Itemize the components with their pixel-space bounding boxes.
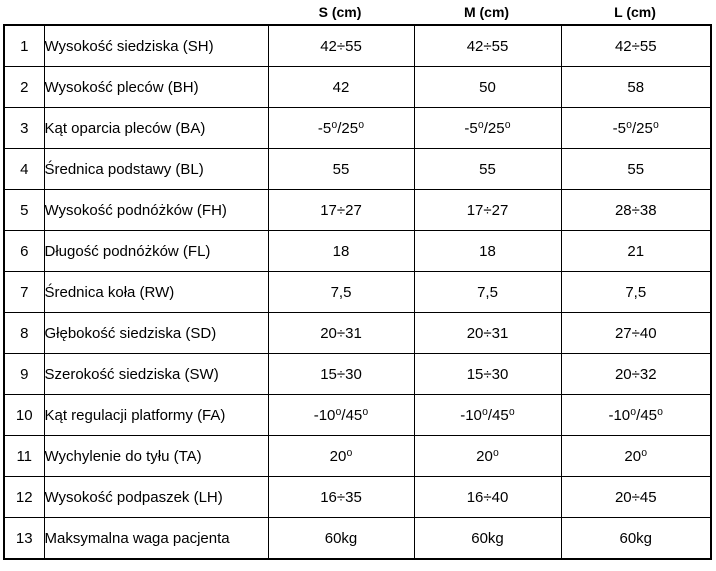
size-l-value-cell: 20÷32 xyxy=(560,353,712,395)
size-m-value-cell: 7,5 xyxy=(413,271,562,313)
table-row: 5 Wysokość podnóżków (FH) 17÷27 17÷27 28… xyxy=(3,189,712,231)
parameter-name-cell: Głębokość siedziska (SD) xyxy=(43,312,269,354)
size-l-value-cell: -5⁰/25⁰ xyxy=(560,107,712,149)
size-l-value-cell: 20÷45 xyxy=(560,476,712,518)
parameter-name-cell: Średnica podstawy (BL) xyxy=(43,148,269,190)
parameter-name-cell: Długość podnóżków (FL) xyxy=(43,230,269,272)
size-l-value-cell: 58 xyxy=(560,66,712,108)
size-s-value-cell: 60kg xyxy=(267,517,415,560)
table-row: 8 Głębokość siedziska (SD) 20÷31 20÷31 2… xyxy=(3,312,712,354)
header-spacer-param-col xyxy=(43,3,267,22)
row-number-cell: 12 xyxy=(3,476,45,518)
table-row: 4 Średnica podstawy (BL) 55 55 55 xyxy=(3,148,712,190)
table-row: 12 Wysokość podpaszek (LH) 16÷35 16÷40 2… xyxy=(3,476,712,518)
table-row: 10 Kąt regulacji platformy (FA) -10⁰/45⁰… xyxy=(3,394,712,436)
size-s-value-cell: -5⁰/25⁰ xyxy=(267,107,415,149)
size-l-value-cell: 42÷55 xyxy=(560,24,712,67)
size-m-value-cell: 50 xyxy=(413,66,562,108)
size-s-value-cell: 42÷55 xyxy=(267,24,415,67)
size-header-m: M (cm) xyxy=(463,4,510,20)
size-l-value-cell: 27÷40 xyxy=(560,312,712,354)
size-l-value-cell: 60kg xyxy=(560,517,712,560)
size-l-value-cell: -10⁰/45⁰ xyxy=(560,394,712,436)
table-row: 11 Wychylenie do tyłu (TA) 20⁰ 20⁰ 20⁰ xyxy=(3,435,712,477)
row-number-cell: 4 xyxy=(3,148,45,190)
size-m-value-cell: -10⁰/45⁰ xyxy=(413,394,562,436)
row-number-cell: 13 xyxy=(3,517,45,560)
table-row: 6 Długość podnóżków (FL) 18 18 21 xyxy=(3,230,712,272)
table-row: 3 Kąt oparcia pleców (BA) -5⁰/25⁰ -5⁰/25… xyxy=(3,107,712,149)
size-header-row: S (cm) M (cm) L (cm) xyxy=(3,3,716,22)
size-s-value-cell: 18 xyxy=(267,230,415,272)
size-m-value-cell: 18 xyxy=(413,230,562,272)
size-s-value-cell: 42 xyxy=(267,66,415,108)
size-s-value-cell: 15÷30 xyxy=(267,353,415,395)
parameter-name-cell: Wysokość siedziska (SH) xyxy=(43,24,269,67)
table-row: 1 Wysokość siedziska (SH) 42÷55 42÷55 42… xyxy=(3,24,712,67)
parameter-name-cell: Wychylenie do tyłu (TA) xyxy=(43,435,269,477)
parameter-name-cell: Kąt oparcia pleców (BA) xyxy=(43,107,269,149)
table-row: 13 Maksymalna waga pacjenta 60kg 60kg 60… xyxy=(3,517,712,560)
table-body: 1 Wysokość siedziska (SH) 42÷55 42÷55 42… xyxy=(3,24,712,560)
parameter-name-cell: Wysokość podpaszek (LH) xyxy=(43,476,269,518)
size-s-value-cell: 16÷35 xyxy=(267,476,415,518)
size-s-value-cell: 55 xyxy=(267,148,415,190)
parameter-name-cell: Wysokość pleców (BH) xyxy=(43,66,269,108)
size-s-value-cell: 17÷27 xyxy=(267,189,415,231)
row-number-cell: 2 xyxy=(3,66,45,108)
specifications-table: 1 Wysokość siedziska (SH) 42÷55 42÷55 42… xyxy=(3,24,712,560)
table-row: 9 Szerokość siedziska (SW) 15÷30 15÷30 2… xyxy=(3,353,712,395)
row-number-cell: 1 xyxy=(3,24,45,67)
header-spacer-number-col xyxy=(3,3,43,22)
size-m-value-cell: 55 xyxy=(413,148,562,190)
parameter-name-cell: Kąt regulacji platformy (FA) xyxy=(43,394,269,436)
size-m-value-cell: 17÷27 xyxy=(413,189,562,231)
row-number-cell: 3 xyxy=(3,107,45,149)
size-s-value-cell: -10⁰/45⁰ xyxy=(267,394,415,436)
size-s-value-cell: 20⁰ xyxy=(267,435,415,477)
table-row: 7 Średnica koła (RW) 7,5 7,5 7,5 xyxy=(3,271,712,313)
size-m-value-cell: 60kg xyxy=(413,517,562,560)
size-m-value-cell: 15÷30 xyxy=(413,353,562,395)
size-m-value-cell: -5⁰/25⁰ xyxy=(413,107,562,149)
parameter-name-cell: Szerokość siedziska (SW) xyxy=(43,353,269,395)
size-l-value-cell: 20⁰ xyxy=(560,435,712,477)
parameter-name-cell: Wysokość podnóżków (FH) xyxy=(43,189,269,231)
row-number-cell: 11 xyxy=(3,435,45,477)
parameter-name-cell: Średnica koła (RW) xyxy=(43,271,269,313)
size-m-value-cell: 20÷31 xyxy=(413,312,562,354)
row-number-cell: 10 xyxy=(3,394,45,436)
row-number-cell: 7 xyxy=(3,271,45,313)
table-row: 2 Wysokość pleców (BH) 42 50 58 xyxy=(3,66,712,108)
size-m-value-cell: 16÷40 xyxy=(413,476,562,518)
size-l-value-cell: 21 xyxy=(560,230,712,272)
size-l-value-cell: 7,5 xyxy=(560,271,712,313)
row-number-cell: 9 xyxy=(3,353,45,395)
size-header-s: S (cm) xyxy=(318,4,362,20)
size-l-value-cell: 55 xyxy=(560,148,712,190)
size-m-value-cell: 42÷55 xyxy=(413,24,562,67)
size-l-value-cell: 28÷38 xyxy=(560,189,712,231)
row-number-cell: 5 xyxy=(3,189,45,231)
size-s-value-cell: 20÷31 xyxy=(267,312,415,354)
size-m-value-cell: 20⁰ xyxy=(413,435,562,477)
size-header-l: L (cm) xyxy=(614,4,656,20)
row-number-cell: 8 xyxy=(3,312,45,354)
size-s-value-cell: 7,5 xyxy=(267,271,415,313)
row-number-cell: 6 xyxy=(3,230,45,272)
parameter-name-cell: Maksymalna waga pacjenta xyxy=(43,517,269,560)
